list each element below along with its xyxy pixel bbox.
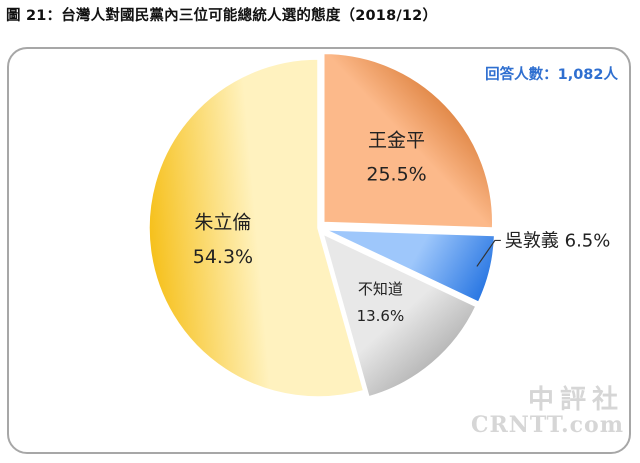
leader-line-3 xyxy=(476,239,501,267)
slice-label-1: 朱立倫 xyxy=(194,212,251,234)
pie-labels: 朱立倫 54.3% 王金平 25.5% 吳敦義 6.5% 不知道 13.6% xyxy=(193,129,611,325)
pie-slices xyxy=(148,52,496,398)
slice-label-4: 不知道 xyxy=(358,280,403,298)
slice-label-2: 王金平 xyxy=(368,129,425,151)
slice-value-1: 54.3% xyxy=(193,246,253,268)
pie-slice-4 xyxy=(321,232,477,398)
slice-value-4: 13.6% xyxy=(357,307,405,325)
pie-slice-3 xyxy=(325,229,496,304)
slice-value-2: 25.5% xyxy=(366,164,426,186)
slice-label-3: 吳敦義 6.5% xyxy=(505,230,610,251)
pie-slice-2 xyxy=(322,52,494,229)
pie-slice-1 xyxy=(148,58,365,398)
chart-title: 圖 21：台灣人對國民黨內三位可能總統人選的態度（2018/12） xyxy=(6,8,438,24)
sample-size-note: 回答人數：1,082人 xyxy=(485,67,618,83)
